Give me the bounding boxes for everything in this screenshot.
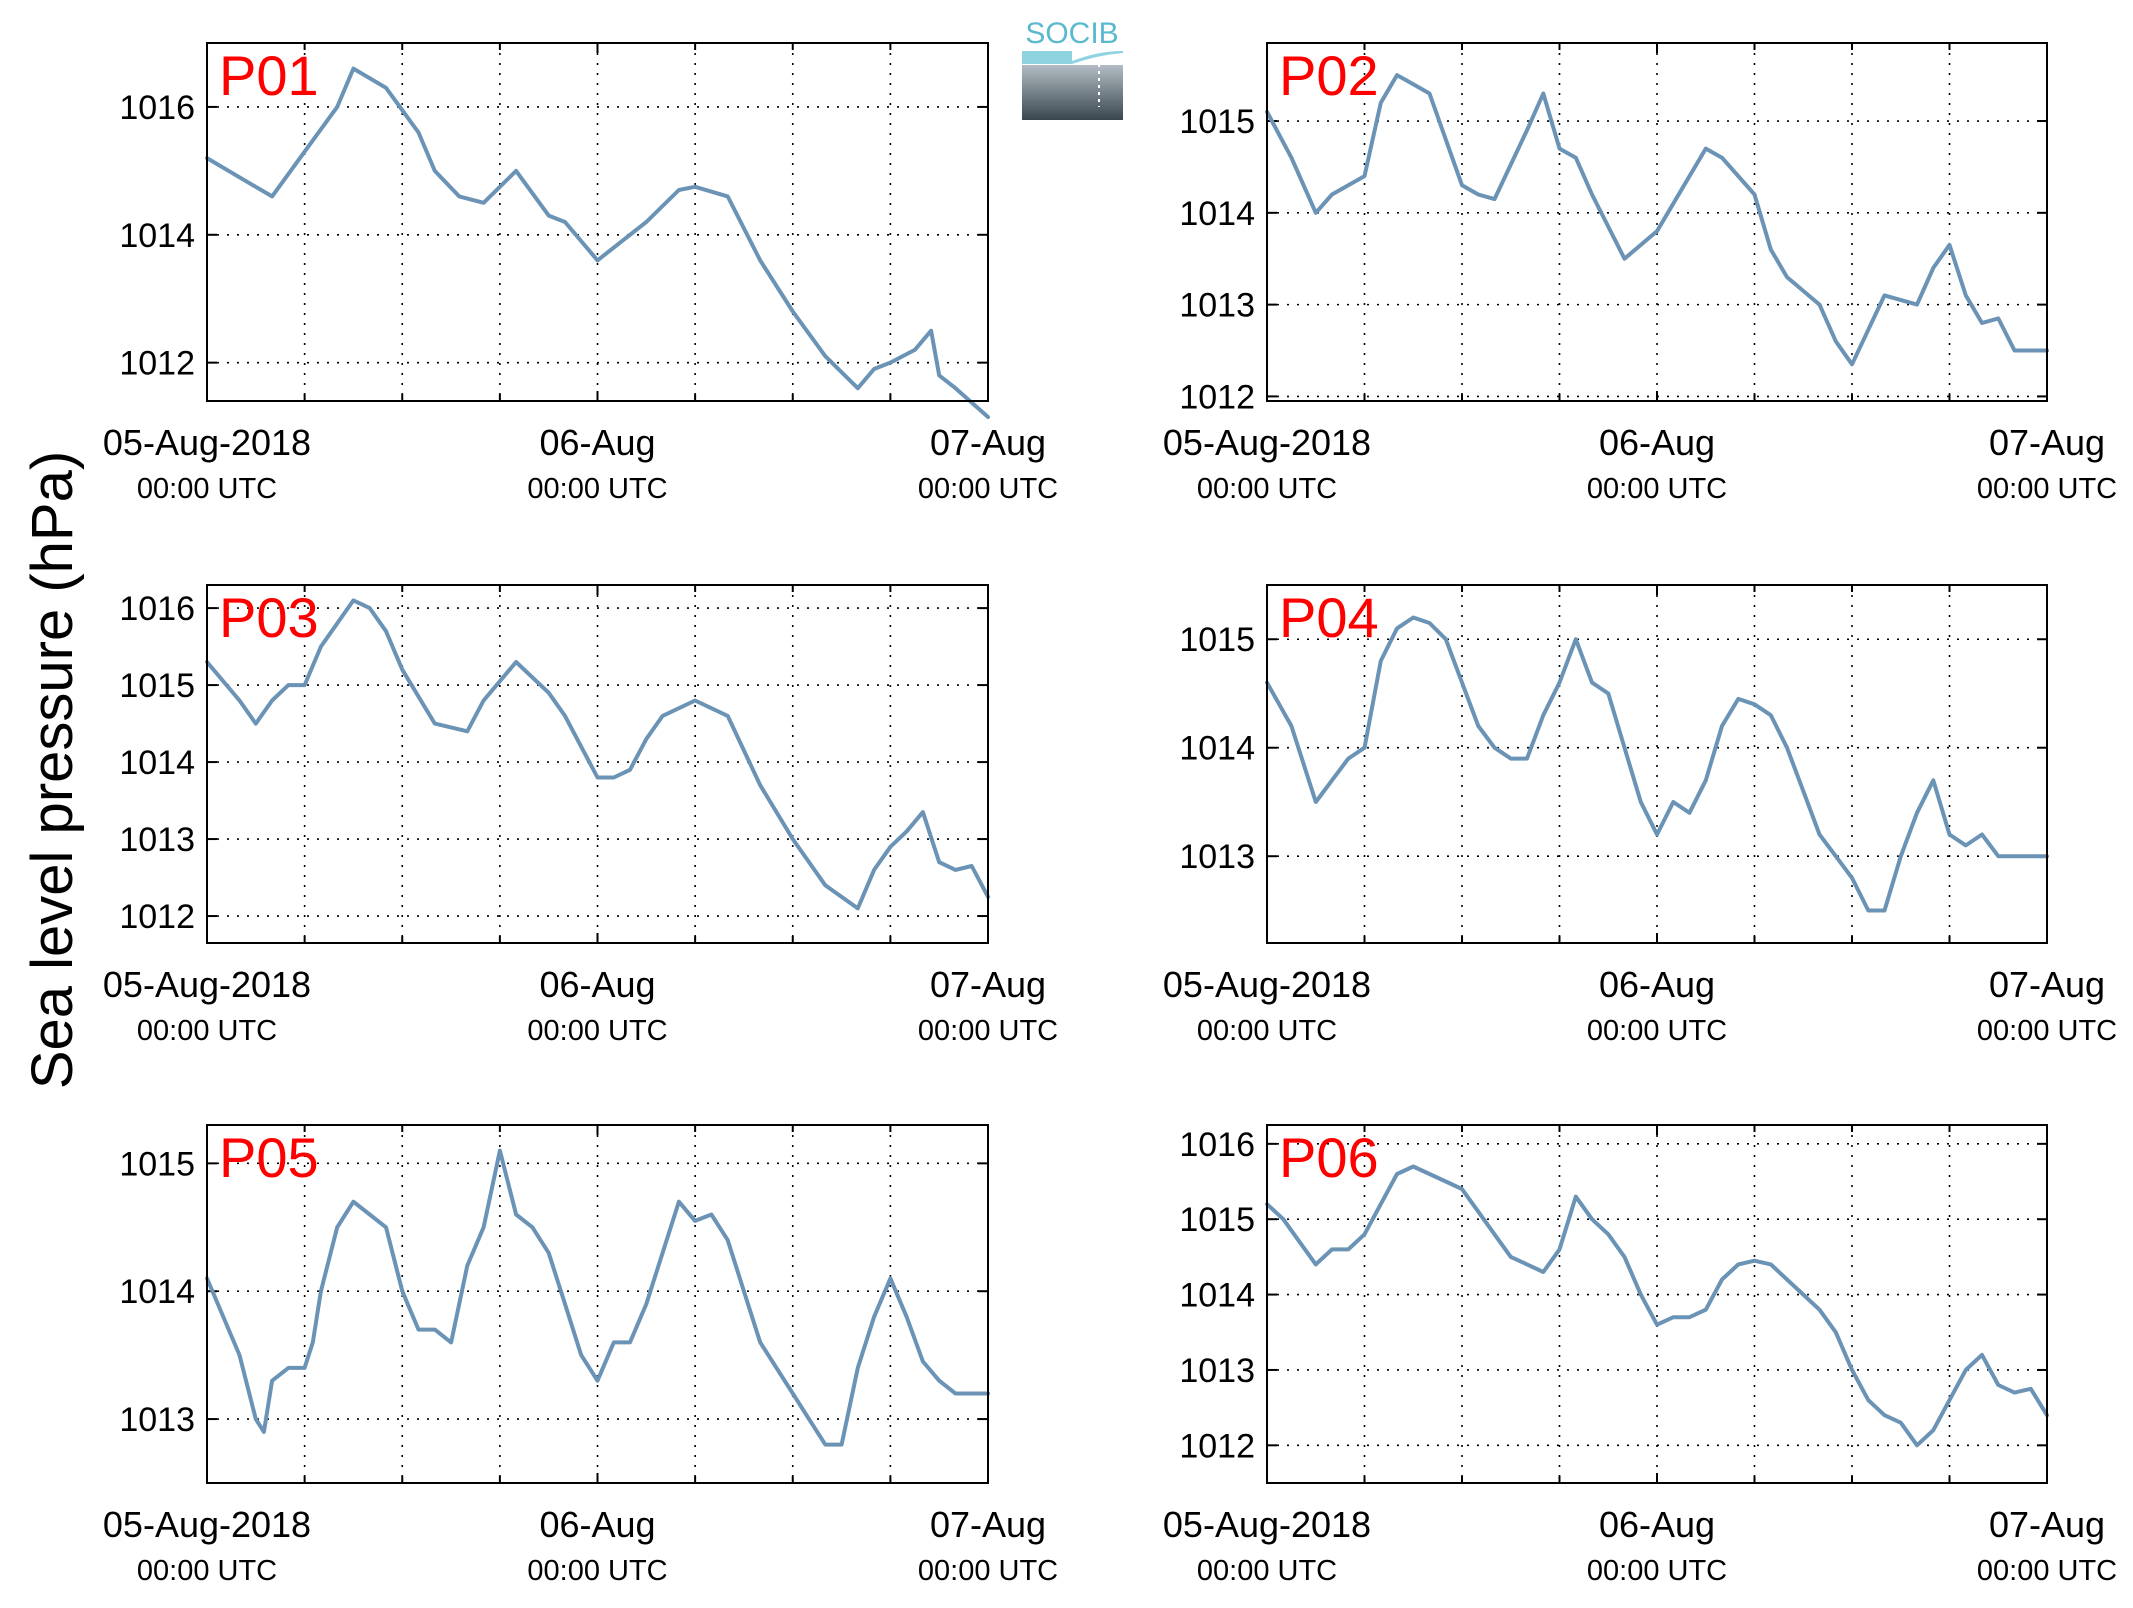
x-tick-sublabel: 00:00 UTC [1977,473,2117,505]
x-tick-sublabel: 00:00 UTC [918,1015,1058,1047]
x-tick-sublabel: 00:00 UTC [527,1555,667,1587]
panel-label: P01 [219,44,319,107]
y-tick-label: 1015 [1179,621,1255,659]
chart-panels: 1012 1014 1016 P01 05-Aug-2018 00:00 UTC 06-Au… [103,42,2117,1587]
x-tick-sublabel: 00:00 UTC [1587,1015,1727,1047]
chart-panel-p02: 1012 1013 1014 1015 P02 05-Aug-2018 00:00 UTC 0… [1163,42,2117,505]
y-tick-label: 1013 [1179,838,1255,876]
x-tick-label: 06-Aug [539,422,655,463]
y-tick-label: 1012 [119,898,195,936]
axes-frame [206,584,989,944]
plot-area [207,585,988,943]
socib-logo: SOCIB [1020,17,1125,121]
chart-panel-p01: 1012 1014 1016 P01 05-Aug-2018 00:00 UTC 06-Au… [103,42,1058,505]
y-tick-label: 1015 [119,1145,195,1183]
x-tick-label: 05-Aug-2018 [1163,1504,1371,1545]
chart-panel-p04: 1013 1014 1015 P04 05-Aug-2018 00:00 UTC 06-Au… [1163,584,2117,1047]
y-tick-label: 1012 [1179,378,1255,416]
x-tick-label: 06-Aug [1599,422,1715,463]
y-tick-label: 1012 [119,345,195,383]
x-tick-sublabel: 00:00 UTC [918,473,1058,505]
y-tick-label: 1016 [119,590,195,628]
chart-panel-p03: 1012 1013 1014 1015 1016 P03 05-Aug-2018 00:00 … [103,584,1058,1047]
chart-panel-p06: 1012 1013 1014 1015 1016 P06 05-Aug-2018 00:00 … [1163,1124,2117,1587]
x-tick-sublabel: 00:00 UTC [137,1015,277,1047]
x-tick-sublabel: 00:00 UTC [527,1015,667,1047]
x-tick-label: 06-Aug [1599,1504,1715,1545]
x-tick-label: 07-Aug [930,1504,1046,1545]
y-tick-label: 1014 [1179,730,1255,768]
y-tick-label: 1013 [119,1401,195,1439]
x-tick-label: 05-Aug-2018 [103,1504,311,1545]
plot-area [1267,1125,2047,1483]
panel-label: P05 [219,1126,319,1189]
x-tick-sublabel: 00:00 UTC [1587,473,1727,505]
plot-area [1267,585,2047,943]
y-tick-label: 1016 [119,89,195,127]
panel-label: P02 [1279,44,1379,107]
y-tick-label: 1013 [1179,1352,1255,1390]
x-tick-sublabel: 00:00 UTC [1587,1555,1727,1587]
y-tick-label: 1015 [1179,103,1255,141]
plot-area [207,43,988,401]
series-line-p04 [1265,615,2049,913]
x-tick-sublabel: 00:00 UTC [1977,1555,2117,1587]
x-tick-sublabel: 00:00 UTC [137,1555,277,1587]
x-tick-label: 07-Aug [1989,1504,2105,1545]
x-tick-label: 05-Aug-2018 [1163,964,1371,1005]
y-tick-label: 1016 [1179,1126,1255,1164]
x-tick-label: 07-Aug [930,422,1046,463]
x-tick-label: 05-Aug-2018 [103,964,311,1005]
y-axis-label: Sea level pressure (hPa) [20,451,85,1089]
axes-frame [1266,584,2048,944]
y-tick-label: 1015 [1179,1201,1255,1239]
x-tick-label: 06-Aug [539,1504,655,1545]
panel-label: P06 [1279,1126,1379,1189]
plot-area [207,1125,988,1483]
y-tick-label: 1014 [119,217,195,255]
axes-frame [1266,42,2048,402]
x-tick-sublabel: 00:00 UTC [1977,1015,2117,1047]
series-line-p02 [1265,73,2049,367]
series-line-p03 [205,598,990,911]
x-tick-sublabel: 00:00 UTC [527,473,667,505]
x-tick-sublabel: 00:00 UTC [1197,473,1337,505]
axes-frame [206,1124,989,1484]
x-tick-label: 07-Aug [930,964,1046,1005]
x-tick-label: 06-Aug [539,964,655,1005]
x-tick-sublabel: 00:00 UTC [918,1555,1058,1587]
y-tick-label: 1014 [119,744,195,782]
x-tick-label: 07-Aug [1989,964,2105,1005]
axes-frame [1266,1124,2048,1484]
plot-area [1267,43,2047,401]
x-tick-sublabel: 00:00 UTC [137,473,277,505]
x-tick-label: 07-Aug [1989,422,2105,463]
logo-text: SOCIB [1025,17,1118,50]
series-line-p06 [1265,1164,2049,1448]
axes-frame [206,42,989,402]
x-tick-label: 06-Aug [1599,964,1715,1005]
y-tick-label: 1013 [119,821,195,859]
series-line-p05 [205,1148,990,1447]
y-tick-label: 1012 [1179,1427,1255,1465]
series-line-p01 [205,66,990,419]
y-tick-label: 1014 [119,1273,195,1311]
y-tick-label: 1013 [1179,287,1255,325]
y-tick-label: 1015 [119,667,195,705]
chart-panel-p05: 1013 1014 1015 P05 05-Aug-2018 00:00 UTC 06-Au… [103,1124,1058,1587]
y-tick-label: 1014 [1179,1277,1255,1315]
panel-label: P04 [1279,586,1379,649]
panel-label: P03 [219,586,319,649]
x-tick-sublabel: 00:00 UTC [1197,1015,1337,1047]
x-tick-label: 05-Aug-2018 [1163,422,1371,463]
x-tick-sublabel: 00:00 UTC [1197,1555,1337,1587]
y-tick-label: 1014 [1179,195,1255,233]
x-tick-label: 05-Aug-2018 [103,422,311,463]
